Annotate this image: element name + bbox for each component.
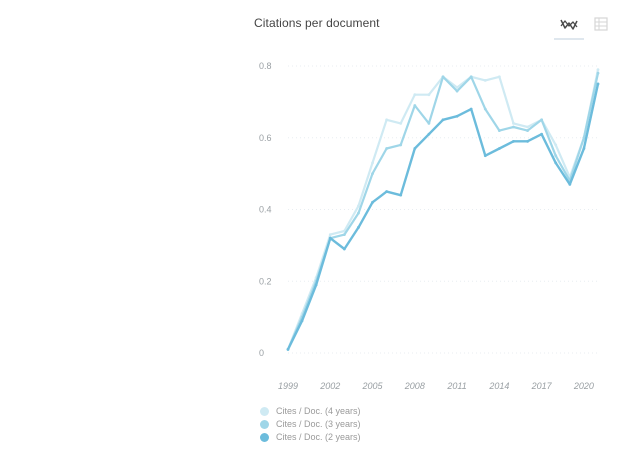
data-point-s0-2009[interactable] [427,93,431,97]
data-point-s0-2016[interactable] [526,125,529,129]
series-line-2[interactable] [286,82,600,351]
data-point-s0-2021[interactable] [596,68,600,71]
legend-swatch-3-years [260,419,269,429]
left-blank-area [0,0,236,466]
line-chart: 0 0.2 0.4 0.6 0.8 1999 2002 2005 2008 2011 2014 20… [259,61,600,391]
data-point-s1-2008[interactable] [413,104,417,107]
data-point-s1-2020[interactable] [582,136,586,140]
data-point-s0-2007[interactable] [399,122,403,125]
legend-item-2-years[interactable]: Cites / Doc. (2 years) [260,431,361,443]
data-point-s0-2006[interactable] [385,118,389,122]
data-point-s1-2006[interactable] [385,147,389,150]
legend-label-4-years: Cites / Doc. (4 years) [276,406,361,416]
y-tick-label: 0.2 [259,276,272,286]
data-point-s2-2019[interactable] [568,182,572,186]
y-axis-ticks: 0 0.2 0.4 0.6 0.8 [259,61,272,358]
legend-swatch-2-years [260,432,269,442]
data-point-s0-2008[interactable] [413,93,417,97]
data-point-s1-2017[interactable] [540,118,544,122]
citations-chart-card: Citations per document 0 0.2 0.4 0.6 0.8 199… [236,0,620,466]
table-view-button[interactable] [586,10,616,38]
y-tick-label: 0.6 [259,133,272,143]
data-point-s2-2010[interactable] [441,118,445,122]
data-point-s2-2009[interactable] [427,132,431,136]
data-point-s1-2014[interactable] [497,129,501,132]
data-point-s2-2011[interactable] [455,114,459,118]
data-point-s2-2008[interactable] [413,147,417,150]
data-point-s1-2015[interactable] [512,125,515,129]
data-point-s2-2006[interactable] [385,190,389,193]
data-point-s2-2018[interactable] [554,161,558,165]
data-point-s2-2012[interactable] [469,107,473,111]
line-chart-icon [560,19,578,30]
x-axis-ticks: 1999 2002 2005 2008 2011 2014 2017 2020 [278,381,594,391]
x-tick-label: 2002 [319,381,340,391]
chart-series [286,68,600,351]
data-point-s1-2005[interactable] [371,172,374,176]
data-point-s2-2015[interactable] [512,139,515,143]
data-point-s2-2014[interactable] [497,147,501,150]
data-point-s2-2007[interactable] [399,193,403,197]
data-point-s0-2011[interactable] [455,86,459,89]
data-point-s1-2016[interactable] [526,129,529,132]
line-chart-view-button[interactable] [554,10,584,40]
data-point-s2-2003[interactable] [342,247,346,251]
data-point-s0-2004[interactable] [357,204,360,208]
data-point-s2-2002[interactable] [328,236,332,240]
data-point-s2-2020[interactable] [582,147,586,150]
x-tick-label: 2014 [488,381,509,391]
y-tick-label: 0.4 [259,205,272,215]
data-point-s0-2015[interactable] [512,122,515,125]
chart-title: Citations per document [254,16,380,30]
data-point-s1-2007[interactable] [399,143,403,147]
legend-item-4-years[interactable]: Cites / Doc. (4 years) [260,405,361,417]
data-point-s2-2001[interactable] [314,283,318,287]
data-point-s1-2009[interactable] [427,122,431,125]
data-point-s2-1999[interactable] [286,348,290,351]
x-tick-label: 1999 [278,381,298,391]
data-point-s0-2014[interactable] [497,75,501,79]
series-line-0[interactable] [286,68,600,351]
table-grid-icon [594,17,608,31]
y-tick-label: 0 [259,348,264,358]
data-point-s1-2010[interactable] [441,75,445,79]
data-point-s1-2012[interactable] [469,75,473,79]
data-point-s0-2002[interactable] [328,233,332,237]
y-tick-label: 0.8 [259,61,272,71]
data-point-s2-2000[interactable] [300,319,304,323]
x-tick-label: 2017 [531,381,553,391]
data-point-s2-2016[interactable] [526,139,529,143]
legend-item-3-years[interactable]: Cites / Doc. (3 years) [260,418,361,430]
data-point-s2-2017[interactable] [540,132,544,136]
legend-label-3-years: Cites / Doc. (3 years) [276,419,361,429]
legend-swatch-4-years [260,406,269,416]
x-tick-label: 2008 [404,381,425,391]
legend-label-2-years: Cites / Doc. (2 years) [276,432,361,442]
data-point-s1-2013[interactable] [483,107,487,111]
data-point-s0-2013[interactable] [483,78,487,82]
data-point-s0-2005[interactable] [371,161,374,165]
data-point-s1-2018[interactable] [554,154,558,158]
data-point-s1-2011[interactable] [455,89,459,93]
data-point-s1-2004[interactable] [357,211,360,215]
chart-legend: Cites / Doc. (4 years) Cites / Doc. (3 y… [260,405,361,444]
x-tick-label: 2011 [446,381,466,391]
data-point-s2-2021[interactable] [596,82,600,86]
x-tick-label: 2020 [573,381,594,391]
data-point-s2-2005[interactable] [371,200,374,204]
data-point-s2-2004[interactable] [357,226,360,229]
data-point-s1-2003[interactable] [342,233,346,237]
data-point-s0-2018[interactable] [554,143,558,147]
data-point-s2-2013[interactable] [483,154,487,158]
chart-gridlines [288,65,598,354]
x-tick-label: 2005 [362,381,384,391]
data-point-s1-2021[interactable] [596,71,600,75]
series-line-1[interactable] [286,72,600,351]
